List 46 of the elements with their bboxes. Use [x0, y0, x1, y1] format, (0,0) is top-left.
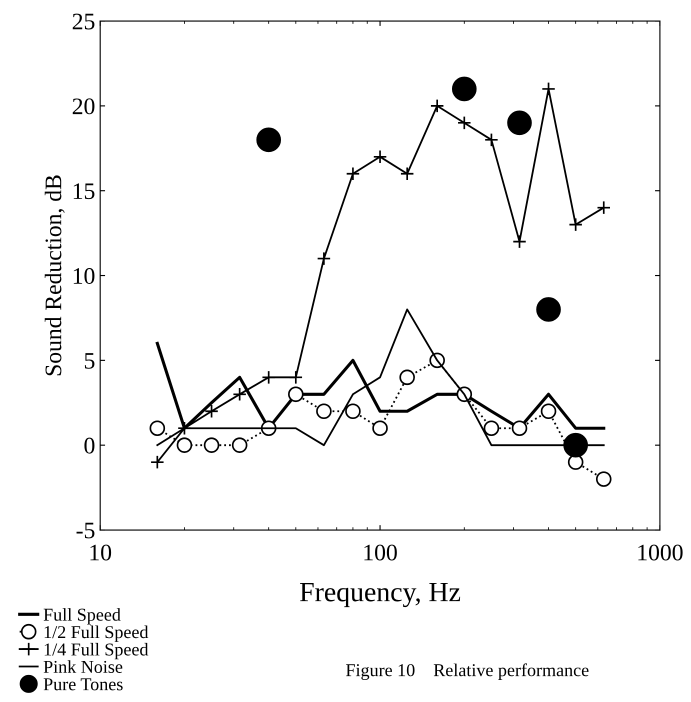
y-axis-title: Sound Reduction, dB [44, 175, 65, 376]
point [512, 234, 527, 249]
point [596, 471, 612, 487]
y-tick-label: -5 [76, 522, 94, 538]
y-tick-label: 5 [84, 353, 94, 369]
point [232, 437, 248, 453]
point [150, 455, 164, 470]
point [262, 370, 276, 384]
legend-label: 1/4 Full Speed [44, 642, 148, 660]
point [540, 403, 556, 420]
point [204, 437, 220, 453]
x-axis-title: Frequency, Hz [300, 582, 460, 608]
point [345, 403, 361, 420]
point [150, 420, 166, 436]
point [346, 166, 360, 181]
point [288, 386, 304, 402]
point [176, 437, 192, 453]
point [372, 150, 388, 164]
y-tick-label: 15 [74, 183, 94, 200]
point [316, 403, 332, 420]
point [457, 116, 472, 130]
y-tick-label: 0 [84, 438, 94, 454]
point [372, 420, 388, 436]
point [596, 200, 611, 215]
point [512, 420, 528, 436]
point [399, 370, 415, 386]
point [232, 387, 247, 402]
point [568, 218, 583, 232]
x-tick-label: 1000 [638, 544, 683, 561]
y-tick-label: 20 [72, 98, 94, 114]
point [484, 132, 498, 147]
legend-label: Pink Noise [44, 660, 122, 673]
point [400, 166, 414, 181]
point [316, 251, 331, 266]
y-tick-label: 10 [74, 268, 94, 284]
legend-label: Pure Tones [44, 678, 123, 690]
point [484, 420, 500, 436]
y-tick-label: 25 [72, 14, 94, 30]
legend-label: 1/2 Full Speed [44, 625, 148, 642]
point [430, 98, 444, 113]
point [204, 404, 219, 418]
x-tick-label: 100 [364, 544, 397, 561]
point [288, 370, 303, 384]
caption: Figure 10 Relative performance [346, 663, 589, 680]
legend-label: Full Speed [44, 608, 121, 624]
point [541, 82, 556, 96]
